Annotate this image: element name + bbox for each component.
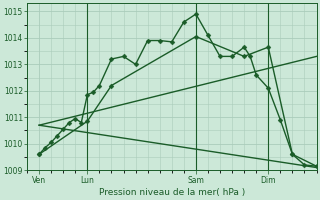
- X-axis label: Pression niveau de la mer( hPa ): Pression niveau de la mer( hPa ): [99, 188, 245, 197]
